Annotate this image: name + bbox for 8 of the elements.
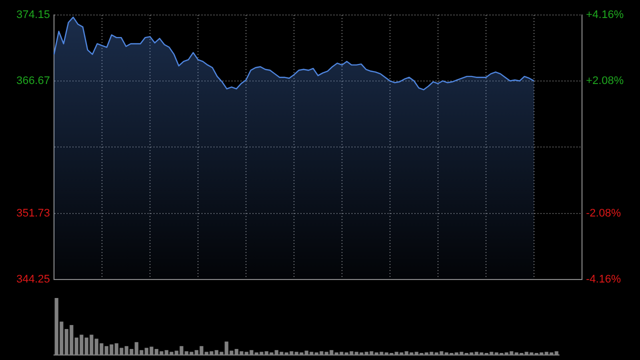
- y2-tick-label: -4.16%: [586, 273, 622, 286]
- y-tick-label: 366.67: [16, 75, 50, 88]
- y-tick-label: 344.25: [16, 273, 50, 286]
- y2-tick-label: -2.08%: [586, 207, 622, 220]
- y-tick-label: 374.15: [16, 9, 50, 22]
- y2-tick-label: +4.16%: [586, 9, 624, 22]
- y2-tick-label: +2.08%: [586, 75, 624, 88]
- y-tick-label: 351.73: [16, 207, 50, 220]
